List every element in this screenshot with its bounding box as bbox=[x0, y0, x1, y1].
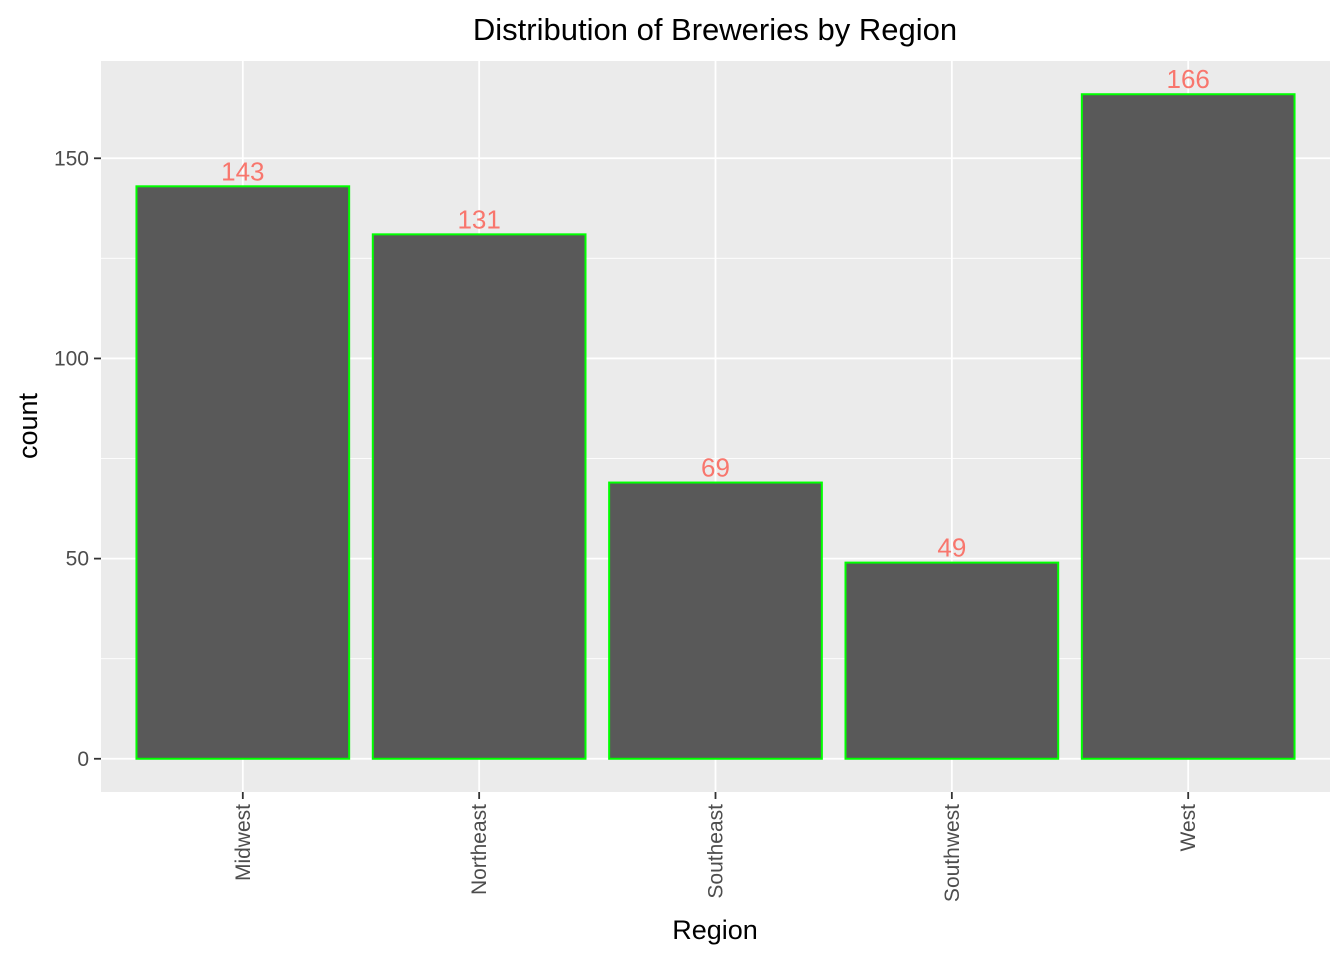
bar-southeast bbox=[608, 481, 823, 760]
bar-west bbox=[1080, 93, 1296, 760]
x-tick-label-west: West bbox=[1177, 804, 1200, 852]
data-label-midwest: 143 bbox=[221, 156, 264, 186]
x-axis-title: Region bbox=[672, 915, 758, 945]
x-tick-label-southwest: Southwest bbox=[941, 804, 964, 902]
data-label-southwest: 49 bbox=[937, 533, 966, 563]
y-tick-label: 100 bbox=[54, 347, 89, 370]
bar-midwest bbox=[135, 185, 351, 760]
y-tick-label: 150 bbox=[54, 147, 89, 170]
x-tick-label-northeast: Northeast bbox=[468, 804, 491, 895]
x-axis: Midwest Northeast Southeast Southwest West bbox=[232, 792, 1200, 902]
x-tick-label-midwest: Midwest bbox=[232, 804, 255, 881]
x-tick-label-southeast: Southeast bbox=[705, 804, 728, 899]
data-labels: 143 131 69 49 166 bbox=[221, 64, 1210, 562]
bar-northeast bbox=[371, 233, 587, 760]
bars bbox=[135, 93, 1296, 760]
chart-title: Distribution of Breweries by Region bbox=[473, 12, 957, 47]
y-axis-title: count bbox=[13, 392, 43, 459]
bar-southwest bbox=[844, 561, 1060, 760]
data-label-northeast: 131 bbox=[457, 204, 500, 234]
data-label-west: 166 bbox=[1166, 64, 1209, 94]
data-label-southeast: 69 bbox=[701, 453, 730, 483]
y-tick-label: 50 bbox=[66, 548, 89, 571]
y-axis: 0 50 100 150 bbox=[54, 147, 101, 771]
y-tick-label: 0 bbox=[77, 748, 89, 771]
